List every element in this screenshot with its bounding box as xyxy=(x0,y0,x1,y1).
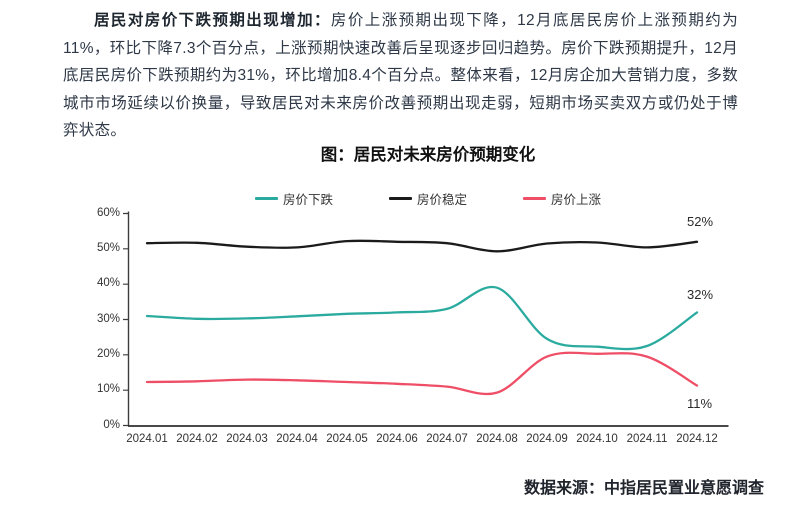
legend-line-icon xyxy=(388,197,412,200)
legend-item-price-down: 房价下跌 xyxy=(254,189,333,208)
chart-legend: 房价下跌 房价稳定 房价上涨 xyxy=(28,189,800,208)
end-value-price-up: 11% xyxy=(687,396,713,411)
legend-label: 房价下跌 xyxy=(282,193,333,207)
x-tick-label: 2024.03 xyxy=(226,433,268,445)
end-value-price-down: 32% xyxy=(687,287,714,302)
x-tick-label: 2024.07 xyxy=(426,433,468,445)
series-line-price-up xyxy=(145,351,699,396)
y-tick-label: 30% xyxy=(96,312,120,325)
x-tick-label: 2024.04 xyxy=(276,433,318,445)
data-source: 数据来源：中指居民置业意愿调查 xyxy=(523,480,764,497)
x-tick-label: 2024.12 xyxy=(676,433,718,445)
x-tick-label: 2024.06 xyxy=(376,433,418,445)
y-tick-label: 40% xyxy=(96,277,120,289)
legend-line-icon xyxy=(254,197,278,200)
summary-paragraph: 居民对房价下跌预期出现增加：房价上涨预期出现下降，12月底居民房价上涨预期约为1… xyxy=(63,7,738,145)
chart-title: 图：居民对未来房价预期变化 xyxy=(320,146,536,164)
x-tick-label: 2024.09 xyxy=(526,433,568,445)
legend-label: 房价上涨 xyxy=(551,193,602,207)
paragraph-lead: 居民对房价下跌预期出现增加： xyxy=(94,12,331,29)
legend-item-price-up: 房价上涨 xyxy=(523,189,601,208)
x-tick-label: 2024.02 xyxy=(176,433,218,445)
y-tick-label: 10% xyxy=(96,383,120,395)
legend-label: 房价稳定 xyxy=(416,193,467,207)
x-tick-label: 2024.08 xyxy=(476,433,518,445)
paragraph-body: 房价上涨预期出现下降，12月底居民房价上涨预期约为11%，环比下降7.3个百分点… xyxy=(63,12,738,139)
y-tick-label: 60% xyxy=(96,207,120,219)
end-value-price-stable: 52% xyxy=(687,214,714,229)
y-axis-ticks xyxy=(123,212,129,427)
legend-item-price-stable: 房价稳定 xyxy=(388,189,467,208)
y-tick-label: 0% xyxy=(103,418,120,431)
x-tick-label: 2024.10 xyxy=(576,433,618,445)
series-line-price-stable xyxy=(145,239,699,253)
y-tick-label: 50% xyxy=(96,242,120,254)
x-tick-label: 2024.11 xyxy=(626,433,668,445)
x-tick-label: 2024.05 xyxy=(326,433,368,445)
legend-line-icon xyxy=(523,197,546,200)
series-line-price-down xyxy=(145,285,699,351)
x-tick-label: 2024.01 xyxy=(126,433,168,445)
y-tick-label: 20% xyxy=(96,348,120,360)
